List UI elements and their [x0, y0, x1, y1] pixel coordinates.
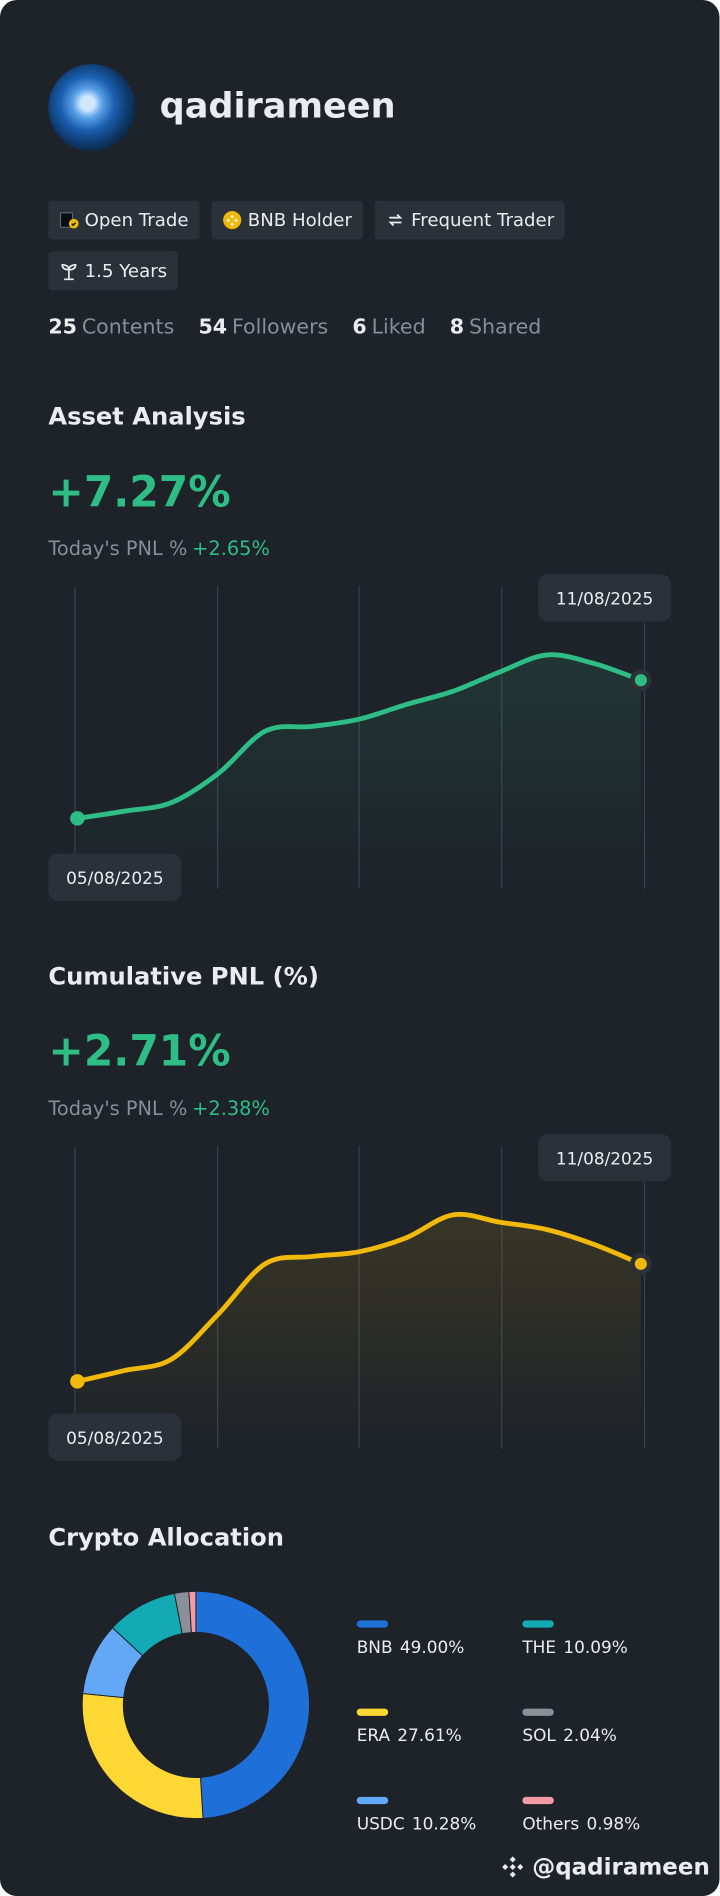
- badge-label: BNB Holder: [247, 209, 352, 231]
- donut-slice: [195, 1590, 310, 1819]
- badge[interactable]: Open Trade: [48, 200, 200, 240]
- date-tooltip: [538, 1134, 672, 1182]
- legend-value: 2.04%: [563, 1725, 617, 1745]
- stat-value: 25: [48, 315, 77, 340]
- badge-label: Open Trade: [84, 209, 189, 231]
- badge[interactable]: BNB Holder: [211, 200, 363, 240]
- footer-logo: [502, 1856, 524, 1878]
- badge-icon: [59, 212, 79, 229]
- legend-entry: BNB 49.00%: [357, 1637, 465, 1657]
- stat-value: 6: [352, 315, 367, 340]
- stats: 25 Contents 54 Followers 6 Liked 8 Shared: [48, 316, 541, 340]
- avatar: [48, 64, 136, 152]
- legend-name: Others: [522, 1814, 579, 1834]
- legend-name: BNB: [357, 1637, 393, 1657]
- footer: @qadirameen: [501, 1853, 710, 1881]
- legend-entry: Others 0.98%: [522, 1814, 640, 1834]
- legend-name: USDC: [357, 1814, 405, 1834]
- legend-name: THE: [521, 1637, 556, 1657]
- today-pnl: Today's PNL % +2.65%: [48, 537, 269, 560]
- legend-entry: USDC 10.28%: [357, 1814, 477, 1834]
- badge-icon: [222, 211, 242, 230]
- today-label: Today's PNL %: [48, 1096, 188, 1120]
- legend-entry: SOL 2.04%: [522, 1725, 616, 1745]
- stat-label: Shared: [468, 315, 542, 340]
- legend-swatch: [356, 1708, 389, 1716]
- badge-icon: [388, 213, 403, 227]
- badge-label: Frequent Trader: [411, 209, 555, 231]
- line-chart: 11/08/2025 05/08/2025: [48, 1134, 672, 1461]
- legend-swatch: [522, 1620, 554, 1628]
- stat[interactable]: 25 Contents: [48, 316, 174, 340]
- stat-label: Liked: [371, 315, 426, 340]
- start-date: 05/08/2025: [66, 868, 163, 888]
- legend-value: 49.00%: [400, 1637, 464, 1657]
- end-point: [634, 1257, 647, 1270]
- stat-value: 54: [198, 315, 228, 340]
- badge-icon: [61, 263, 77, 281]
- stat-value: 8: [449, 315, 465, 340]
- stat-label: Followers: [231, 315, 329, 340]
- donut-chart: BNB 49.00% ERA 27.61% USDC 10.28% THE 10.09% SOL…: [81, 1590, 640, 1834]
- section-title: Asset Analysis: [48, 401, 246, 431]
- line: [74, 1211, 644, 1384]
- end-date: 11/08/2025: [556, 1148, 653, 1168]
- today-value: +2.65%: [192, 536, 270, 560]
- line-area: [77, 1214, 641, 1449]
- start-point: [70, 1374, 85, 1389]
- donut-slice: [188, 1590, 197, 1634]
- end-date: 11/08/2025: [556, 589, 653, 609]
- badge[interactable]: 1.5 Years: [48, 251, 178, 291]
- start-point: [70, 811, 85, 826]
- start-date: 05/08/2025: [66, 1428, 163, 1448]
- username: qadirameen: [159, 84, 396, 126]
- end-point: [634, 674, 647, 687]
- section-title: Crypto Allocation: [48, 1522, 284, 1552]
- stat-label: Contents: [81, 315, 175, 340]
- line: [74, 652, 644, 821]
- date-tooltip: [48, 1413, 182, 1461]
- badge[interactable]: Frequent Trader: [374, 200, 566, 240]
- legend-name: SOL: [522, 1725, 556, 1745]
- line-area: [77, 654, 641, 889]
- date-tooltip: [538, 574, 672, 622]
- stat[interactable]: 54 Followers: [198, 316, 328, 340]
- donut-slice: [81, 1692, 204, 1820]
- date-tooltip: [48, 853, 182, 901]
- line-chart: 11/08/2025 05/08/2025: [48, 574, 672, 901]
- legend-swatch: [356, 1796, 389, 1805]
- legend-value: 0.98%: [586, 1814, 640, 1834]
- legend-swatch: [356, 1620, 389, 1628]
- today-label: Today's PNL %: [48, 536, 188, 560]
- today-pnl: Today's PNL % +2.38%: [48, 1097, 269, 1120]
- legend-name: ERA: [357, 1725, 391, 1745]
- stat[interactable]: 6 Liked: [352, 316, 425, 340]
- badge-label: 1.5 Years: [84, 259, 168, 282]
- legend-value: 27.61%: [397, 1725, 461, 1745]
- section-title: Cumulative PNL (%): [48, 961, 319, 991]
- badges: Open Trade BNB Holder Frequent Trader 1.…: [48, 200, 592, 291]
- legend-value: 10.09%: [563, 1637, 627, 1657]
- legend-swatch: [522, 1708, 554, 1716]
- legend-entry: ERA 27.61%: [357, 1725, 462, 1745]
- legend-entry: THE 10.09%: [521, 1637, 627, 1657]
- footer-handle: @qadirameen: [532, 1853, 710, 1881]
- legend-value: 10.28%: [412, 1814, 476, 1834]
- legend-swatch: [522, 1796, 554, 1805]
- today-value: +2.38%: [192, 1096, 270, 1120]
- stat[interactable]: 8 Shared: [450, 316, 542, 340]
- headline-value: +2.71%: [48, 1027, 231, 1077]
- headline-value: +7.27%: [48, 469, 231, 518]
